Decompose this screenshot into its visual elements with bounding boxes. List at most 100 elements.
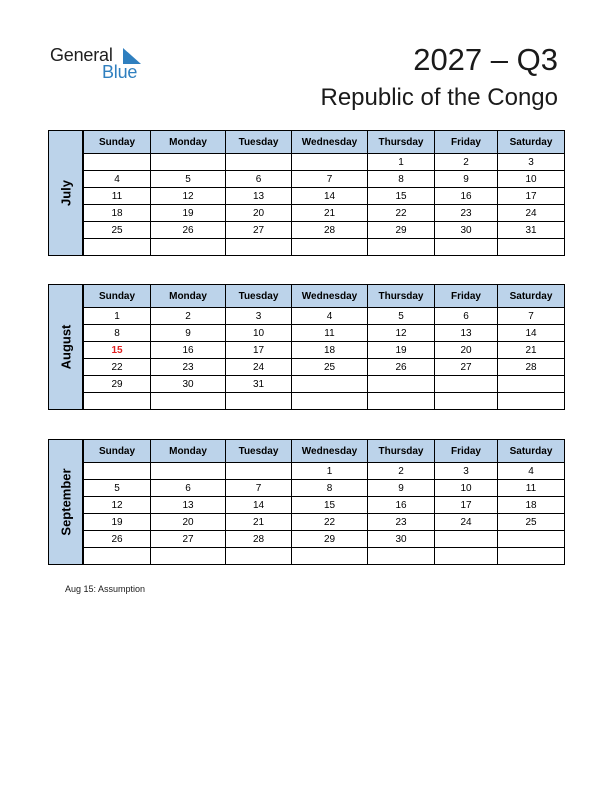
day-cell: 8 [83, 324, 151, 342]
weekday-header: Sunday [83, 130, 151, 154]
month-block-august: August Sunday Monday Tuesday Wednesday Thurs… [48, 284, 565, 410]
general-blue-logo: General Blue [50, 45, 150, 83]
day-cell [83, 153, 151, 171]
weekday-header: Sunday [83, 284, 151, 308]
month-label-cell: August [48, 284, 83, 410]
calendar-table: Sunday Monday Tuesday Wednesday Thursday Frid… [83, 439, 565, 565]
day-cell: 18 [83, 204, 151, 222]
week-row: 15 16 17 18 19 20 21 [83, 341, 565, 359]
day-cell: 21 [291, 204, 368, 222]
day-cell: 25 [291, 358, 368, 376]
day-cell [225, 547, 292, 565]
weekday-header: Saturday [497, 439, 565, 463]
day-cell [150, 462, 226, 480]
weekday-header: Friday [434, 284, 498, 308]
day-cell: 28 [225, 530, 292, 548]
day-cell: 24 [225, 358, 292, 376]
page-title-year-quarter: 2027 – Q3 [413, 42, 558, 77]
week-row [83, 392, 565, 410]
week-row: 19 20 21 22 23 24 25 [83, 513, 565, 531]
weekday-header: Saturday [497, 284, 565, 308]
day-cell: 10 [225, 324, 292, 342]
day-cell: 5 [83, 479, 151, 497]
day-cell: 13 [225, 187, 292, 205]
day-cell: 10 [434, 479, 498, 497]
day-cell [497, 375, 565, 393]
day-cell: 24 [434, 513, 498, 531]
day-cell: 20 [434, 341, 498, 359]
day-cell: 12 [367, 324, 435, 342]
day-cell [150, 547, 226, 565]
day-cell: 5 [367, 307, 435, 325]
day-cell: 17 [434, 496, 498, 514]
day-cell: 29 [291, 530, 368, 548]
weekday-header: Tuesday [225, 439, 292, 463]
day-cell [434, 238, 498, 256]
day-cell: 30 [150, 375, 226, 393]
day-cell [150, 153, 226, 171]
month-name: September [58, 468, 73, 536]
day-cell: 22 [83, 358, 151, 376]
day-cell: 14 [225, 496, 292, 514]
day-cell: 23 [150, 358, 226, 376]
day-cell: 2 [150, 307, 226, 325]
day-cell: 6 [150, 479, 226, 497]
day-cell: 27 [434, 358, 498, 376]
weekday-header: Monday [150, 439, 226, 463]
week-row: 11 12 13 14 15 16 17 [83, 187, 565, 205]
day-cell [291, 392, 368, 410]
day-cell: 14 [291, 187, 368, 205]
day-cell: 20 [225, 204, 292, 222]
day-cell: 22 [367, 204, 435, 222]
day-cell: 13 [150, 496, 226, 514]
day-cell: 2 [367, 462, 435, 480]
weekday-header: Wednesday [291, 284, 368, 308]
month-label-cell: September [48, 439, 83, 565]
day-cell [497, 547, 565, 565]
day-cell [83, 238, 151, 256]
day-cell [150, 238, 226, 256]
week-row: 26 27 28 29 30 [83, 530, 565, 548]
day-cell: 12 [83, 496, 151, 514]
day-cell: 16 [367, 496, 435, 514]
day-cell [497, 392, 565, 410]
day-cell [83, 462, 151, 480]
weekday-header: Tuesday [225, 130, 292, 154]
day-cell [225, 238, 292, 256]
week-row: 22 23 24 25 26 27 28 [83, 358, 565, 376]
day-cell: 9 [150, 324, 226, 342]
day-cell: 23 [434, 204, 498, 222]
day-cell: 16 [434, 187, 498, 205]
week-row: 12 13 14 15 16 17 18 [83, 496, 565, 514]
day-cell [150, 392, 226, 410]
day-cell [225, 153, 292, 171]
day-cell: 6 [225, 170, 292, 188]
day-cell: 17 [225, 341, 292, 359]
weekday-header: Monday [150, 130, 226, 154]
day-cell: 3 [225, 307, 292, 325]
day-cell: 23 [367, 513, 435, 531]
day-cell: 15 [367, 187, 435, 205]
day-cell: 17 [497, 187, 565, 205]
week-row: 5 6 7 8 9 10 11 [83, 479, 565, 497]
day-cell: 5 [150, 170, 226, 188]
day-cell: 7 [291, 170, 368, 188]
weekday-header: Tuesday [225, 284, 292, 308]
week-row: 25 26 27 28 29 30 31 [83, 221, 565, 239]
day-cell: 28 [291, 221, 368, 239]
day-cell: 3 [434, 462, 498, 480]
day-cell [291, 547, 368, 565]
day-cell: 6 [434, 307, 498, 325]
day-cell [83, 392, 151, 410]
day-cell: 1 [291, 462, 368, 480]
day-cell: 26 [83, 530, 151, 548]
day-cell: 11 [497, 479, 565, 497]
day-cell: 11 [291, 324, 368, 342]
day-cell: 18 [497, 496, 565, 514]
day-cell [434, 392, 498, 410]
day-cell: 19 [367, 341, 435, 359]
day-cell: 3 [497, 153, 565, 171]
month-name: August [58, 324, 73, 370]
day-cell [434, 547, 498, 565]
